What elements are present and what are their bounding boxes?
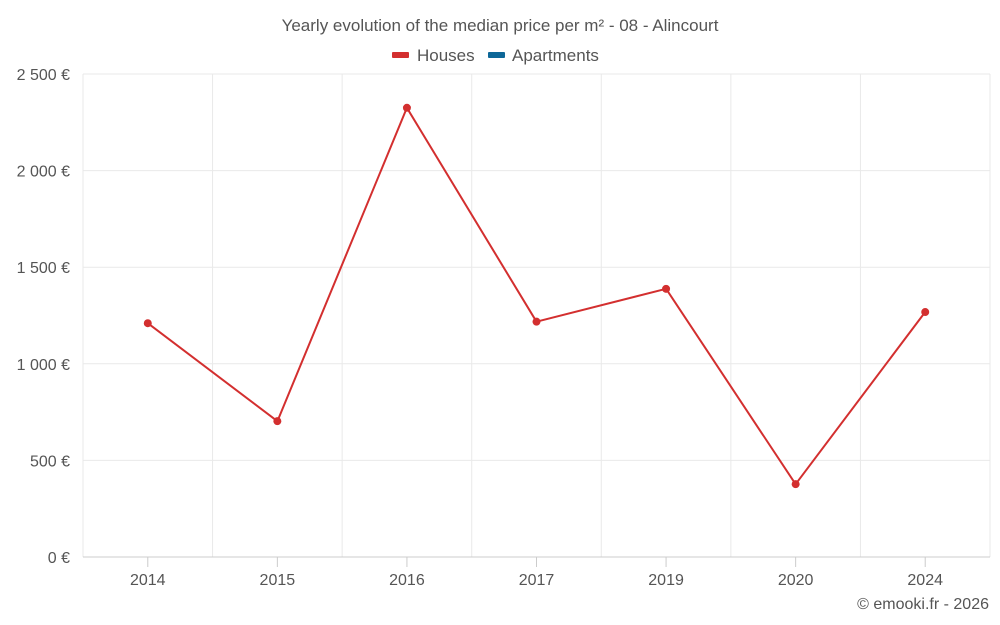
data-point-houses[interactable] — [143, 319, 152, 328]
legend-swatch-apartments — [488, 52, 505, 58]
data-point-houses[interactable] — [532, 317, 541, 326]
data-point-houses[interactable] — [402, 103, 411, 112]
legend-item-apartments[interactable]: Apartments — [488, 46, 599, 65]
legend-swatch-houses — [392, 52, 409, 58]
series-line-houses — [146, 106, 927, 486]
data-point-houses[interactable] — [273, 417, 282, 426]
data-point-houses[interactable] — [662, 284, 671, 293]
y-axis: 0 € 500 € 1 000 € 1 500 € 2 000 € 2 500 € — [17, 67, 70, 567]
y-tick-label: 500 € — [30, 453, 70, 470]
x-tick-label: 2020 — [778, 572, 814, 589]
legend-label-apartments: Apartments — [512, 46, 599, 65]
x-tick-label: 2014 — [130, 572, 166, 589]
x-tick-label: 2015 — [260, 572, 296, 589]
credit-text: © emooki.fr - 2026 — [857, 596, 989, 613]
y-tick-label: 2 500 € — [17, 67, 70, 84]
legend[interactable]: Houses Apartments — [392, 46, 599, 65]
x-tick-label: 2016 — [389, 572, 425, 589]
x-tick-label: 2017 — [519, 572, 555, 589]
series-layer — [143, 103, 930, 489]
legend-label-houses: Houses — [417, 46, 475, 65]
x-tick-label: 2019 — [648, 572, 684, 589]
data-point-houses[interactable] — [921, 308, 930, 317]
y-tick-label: 2 000 € — [17, 164, 70, 181]
y-tick-label: 1 000 € — [17, 357, 70, 374]
y-tick-label: 0 € — [48, 550, 70, 567]
x-axis: 2014 2015 2016 2017 2019 2020 2024 — [83, 556, 990, 589]
x-tick-label: 2024 — [907, 572, 943, 589]
chart-title: Yearly evolution of the median price per… — [282, 16, 719, 35]
legend-item-houses[interactable]: Houses — [392, 46, 475, 65]
grid — [82, 73, 991, 557]
data-point-houses[interactable] — [791, 480, 800, 489]
y-tick-label: 1 500 € — [17, 260, 70, 277]
